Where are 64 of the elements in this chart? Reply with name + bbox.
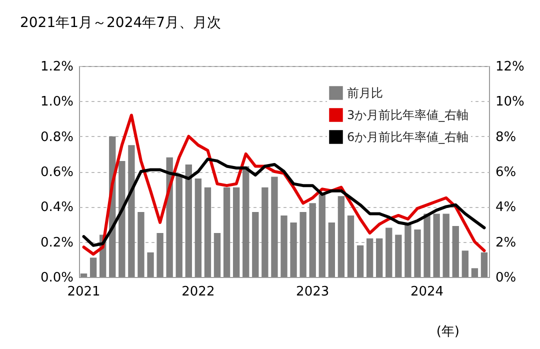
x-tick-label: 2021 (67, 284, 100, 300)
legend-label: 前月比 (347, 86, 383, 100)
y-tick-label: 0.2% (40, 235, 74, 250)
y-tick-label: 0.4% (40, 200, 74, 216)
bar (376, 238, 383, 277)
y2-tick-label: 0% (496, 270, 516, 286)
bar (232, 187, 240, 277)
bar (462, 250, 468, 277)
bar (424, 214, 430, 277)
bar (204, 187, 212, 277)
bar (138, 212, 144, 277)
bar (214, 233, 221, 277)
legend-label: 3か月前比年率値_右軸 (347, 108, 469, 122)
bar (194, 178, 202, 277)
bar (185, 164, 192, 277)
y-tick-label: 0.0% (40, 270, 74, 286)
bar (262, 187, 268, 277)
bar (300, 212, 306, 277)
bar (328, 222, 336, 277)
y2-tick-label: 12% (496, 60, 524, 74)
y-tick-label: 0.8% (40, 130, 74, 145)
y2-tick-label: 4% (496, 200, 516, 216)
bar (90, 258, 97, 277)
bar (242, 166, 250, 277)
bar (386, 228, 392, 277)
x-tick-label: 2023 (296, 284, 330, 300)
bar (471, 268, 478, 277)
bar (356, 245, 364, 277)
y2-tick-label: 8% (496, 130, 516, 145)
bar (366, 238, 374, 277)
bar (176, 175, 182, 277)
x-tick-label: 2022 (182, 284, 215, 300)
bar (271, 176, 278, 277)
y2-tick-label: 10% (496, 94, 524, 110)
bar (347, 215, 354, 277)
bar (80, 273, 88, 277)
bar (480, 252, 488, 277)
chart-title: 2021年1月～2024年7月、月次 (20, 15, 222, 31)
bar (452, 226, 459, 277)
bar (442, 214, 450, 277)
bar (318, 194, 326, 277)
x-axis-title: (年) (436, 324, 460, 340)
bar (414, 230, 421, 277)
legend-label: 6か月前比年率値_右軸 (347, 130, 469, 144)
y-tick-label: 1.2% (40, 60, 74, 74)
bar (223, 187, 230, 277)
bar (280, 215, 288, 277)
bar (156, 233, 164, 277)
y2-tick-label: 2% (496, 235, 516, 250)
line-series (82, 158, 486, 247)
bar (433, 214, 440, 277)
bar (290, 222, 297, 277)
bar (309, 203, 316, 277)
y-tick-label: 0.6% (40, 165, 74, 180)
bar (128, 145, 135, 277)
bar (252, 212, 259, 277)
bar (118, 160, 126, 277)
x-tick-label: 2024 (410, 284, 444, 300)
bar (338, 196, 345, 277)
y-tick-label: 1.0% (40, 94, 74, 110)
bar (147, 252, 154, 277)
y2-tick-label: 6% (496, 165, 516, 180)
bar (404, 224, 412, 277)
bar (395, 234, 402, 277)
